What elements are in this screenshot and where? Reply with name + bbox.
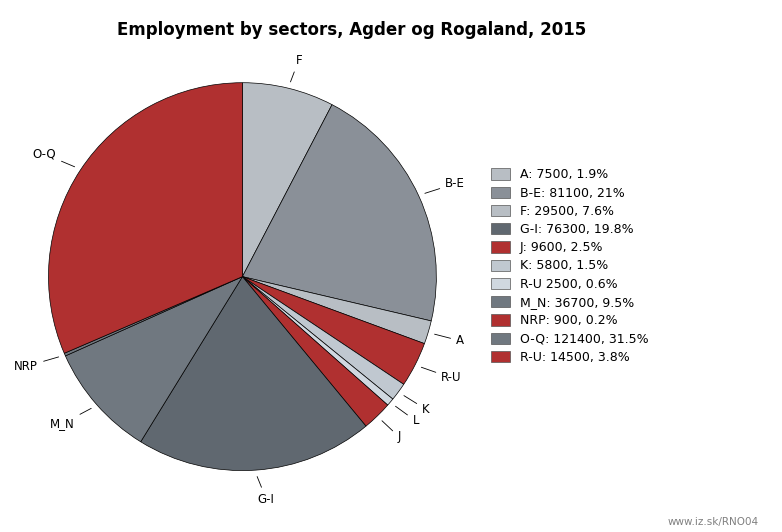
Text: B-E: B-E [425, 177, 465, 193]
Text: NRP: NRP [14, 357, 59, 373]
Wedge shape [242, 277, 425, 384]
Text: A: A [435, 334, 464, 347]
Wedge shape [242, 82, 332, 277]
Text: L: L [396, 406, 419, 427]
Wedge shape [242, 277, 393, 405]
Wedge shape [242, 277, 431, 344]
Text: R-U: R-U [421, 367, 461, 384]
Wedge shape [242, 277, 388, 426]
Text: K: K [404, 396, 429, 415]
Text: J: J [382, 421, 401, 444]
Text: www.iz.sk/RNO04: www.iz.sk/RNO04 [667, 517, 759, 527]
Text: G-I: G-I [257, 477, 274, 505]
Text: Employment by sectors, Agder og Rogaland, 2015: Employment by sectors, Agder og Rogaland… [117, 21, 586, 39]
Text: F: F [290, 54, 302, 82]
Wedge shape [141, 277, 366, 471]
Text: O-Q: O-Q [33, 147, 74, 167]
Text: M_N: M_N [50, 409, 91, 430]
Wedge shape [48, 82, 242, 353]
Wedge shape [242, 105, 436, 321]
Wedge shape [242, 277, 404, 399]
Wedge shape [64, 277, 242, 356]
Legend: A: 7500, 1.9%, B-E: 81100, 21%, F: 29500, 7.6%, G-I: 76300, 19.8%, J: 9600, 2.5%: A: 7500, 1.9%, B-E: 81100, 21%, F: 29500… [487, 164, 652, 368]
Wedge shape [66, 277, 242, 442]
